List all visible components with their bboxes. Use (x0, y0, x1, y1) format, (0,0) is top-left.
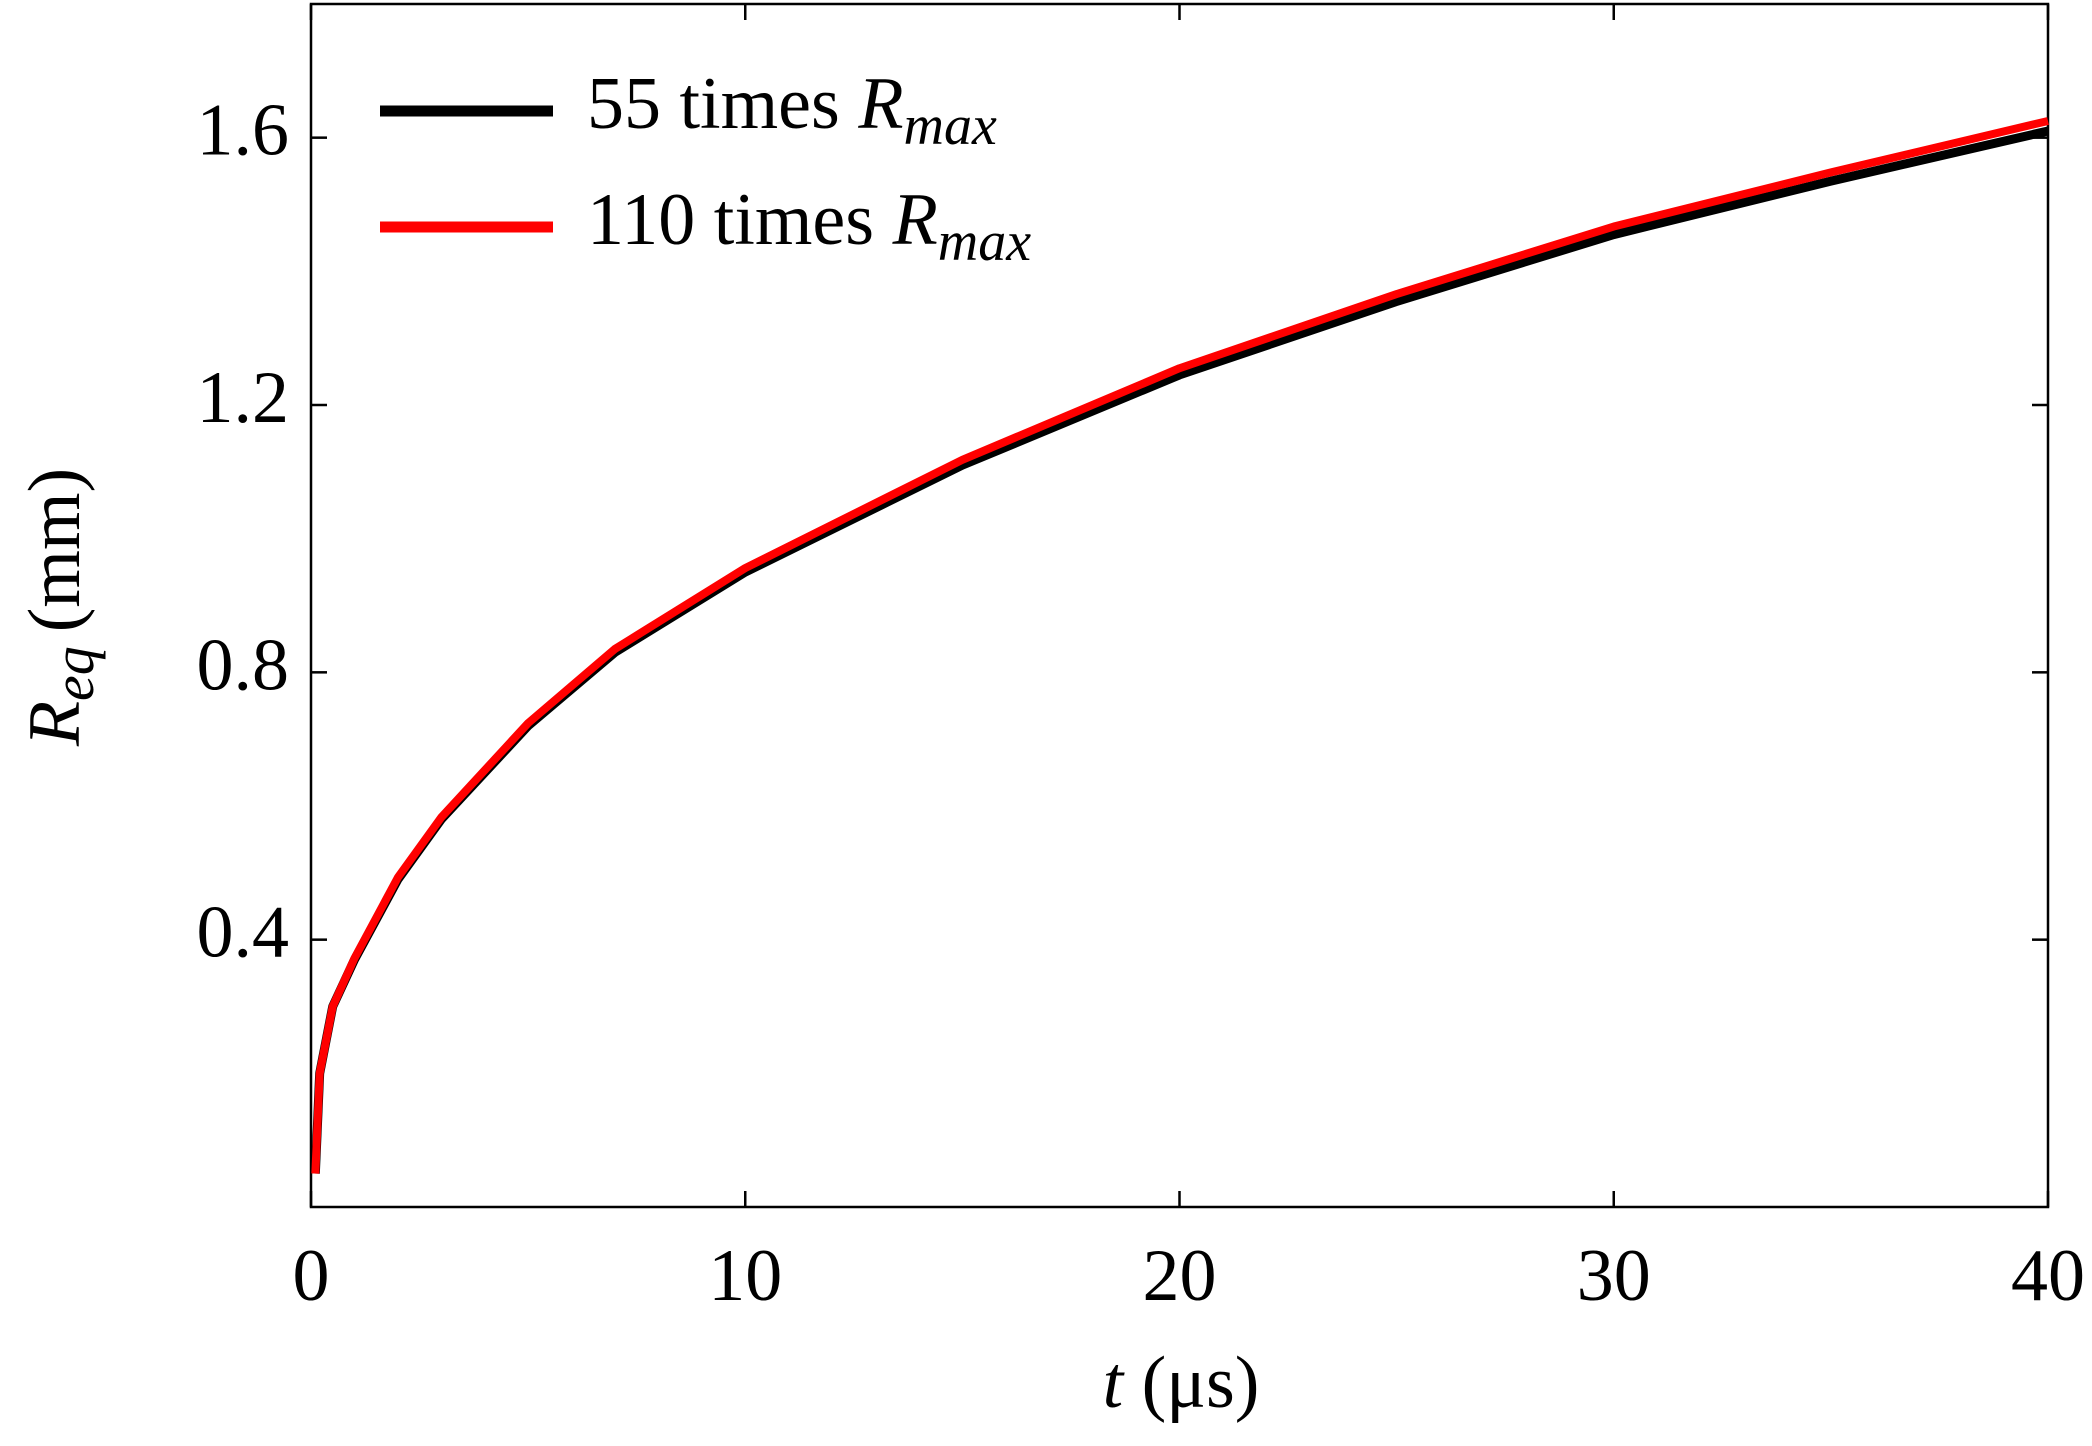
legend-subscript: max (938, 211, 1031, 273)
y-tick-label: 0.4 (197, 892, 290, 974)
legend-label: 55 times Rmax (587, 63, 997, 157)
x-axis-label: t (μs) (1103, 1342, 1260, 1424)
y-tick-label: 1.6 (197, 90, 290, 172)
legend-name: 110 times (587, 179, 874, 261)
y-label-symbol: R (14, 701, 96, 747)
y-tick-label: 0.8 (197, 624, 290, 706)
y-label-unit: (mm) (14, 468, 96, 632)
legend-symbol: R (892, 179, 938, 261)
y-axis-label: Req (mm) (14, 468, 106, 747)
legend-label: 110 times Rmax (587, 179, 1031, 273)
x-tick-label: 20 (1143, 1235, 1217, 1317)
series-line (311, 117, 2049, 1174)
x-tick-label: 10 (708, 1235, 782, 1317)
x-tick-label: 0 (293, 1235, 330, 1317)
legend-symbol: R (857, 63, 903, 145)
legend-subscript: max (904, 95, 997, 157)
legend-name: 55 times (587, 63, 840, 145)
y-label-subscript: eq (41, 646, 106, 701)
x-label-unit: (μs) (1142, 1342, 1260, 1424)
x-label-symbol: t (1103, 1342, 1126, 1424)
x-tick-label: 40 (2011, 1235, 2085, 1317)
series-line (310, 126, 2050, 1174)
x-tick-label: 30 (1577, 1235, 1651, 1317)
y-tick-label: 1.2 (197, 357, 290, 439)
